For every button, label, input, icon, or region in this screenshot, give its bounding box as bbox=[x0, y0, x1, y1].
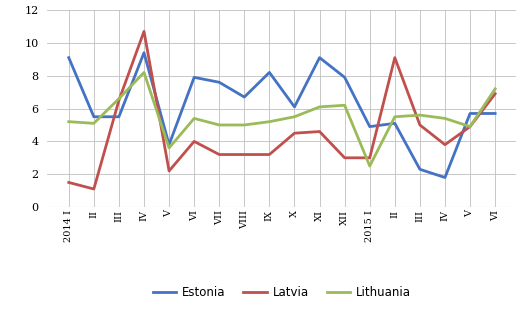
Estonia bbox=[341, 75, 348, 79]
Estonia bbox=[116, 115, 122, 119]
Latvia bbox=[341, 156, 348, 160]
Latvia bbox=[291, 131, 298, 135]
Estonia bbox=[266, 70, 272, 74]
Latvia bbox=[266, 153, 272, 157]
Estonia bbox=[166, 143, 172, 147]
Estonia bbox=[442, 175, 448, 179]
Latvia bbox=[417, 123, 423, 127]
Lithuania bbox=[191, 116, 197, 120]
Estonia bbox=[241, 95, 248, 99]
Estonia bbox=[65, 56, 72, 60]
Lithuania bbox=[266, 120, 272, 124]
Estonia bbox=[291, 105, 298, 109]
Lithuania bbox=[116, 97, 122, 101]
Latvia bbox=[166, 169, 172, 173]
Lithuania bbox=[166, 146, 172, 150]
Lithuania bbox=[417, 113, 423, 117]
Lithuania bbox=[392, 115, 398, 119]
Latvia bbox=[65, 180, 72, 184]
Line: Latvia: Latvia bbox=[69, 31, 495, 189]
Lithuania bbox=[367, 164, 373, 168]
Lithuania bbox=[467, 125, 473, 129]
Lithuania bbox=[492, 87, 499, 91]
Latvia bbox=[467, 125, 473, 129]
Lithuania bbox=[341, 103, 348, 107]
Lithuania bbox=[216, 123, 222, 127]
Latvia bbox=[316, 130, 323, 134]
Lithuania bbox=[91, 121, 97, 125]
Latvia bbox=[91, 187, 97, 191]
Estonia bbox=[141, 51, 147, 55]
Lithuania bbox=[65, 120, 72, 124]
Latvia bbox=[442, 143, 448, 147]
Lithuania bbox=[241, 123, 248, 127]
Estonia bbox=[216, 80, 222, 84]
Estonia bbox=[467, 112, 473, 116]
Lithuania bbox=[316, 105, 323, 109]
Estonia bbox=[417, 167, 423, 171]
Latvia bbox=[116, 98, 122, 102]
Legend: Estonia, Latvia, Lithuania: Estonia, Latvia, Lithuania bbox=[148, 281, 416, 304]
Lithuania bbox=[442, 116, 448, 120]
Lithuania bbox=[291, 115, 298, 119]
Estonia bbox=[91, 115, 97, 119]
Line: Lithuania: Lithuania bbox=[69, 72, 495, 166]
Latvia bbox=[367, 156, 373, 160]
Latvia bbox=[141, 29, 147, 33]
Lithuania bbox=[141, 70, 147, 74]
Latvia bbox=[216, 153, 222, 157]
Estonia bbox=[392, 121, 398, 125]
Latvia bbox=[241, 153, 248, 157]
Latvia bbox=[492, 92, 499, 96]
Latvia bbox=[392, 56, 398, 60]
Estonia bbox=[367, 125, 373, 129]
Estonia bbox=[191, 75, 197, 79]
Estonia bbox=[492, 112, 499, 116]
Line: Estonia: Estonia bbox=[69, 53, 495, 177]
Estonia bbox=[316, 56, 323, 60]
Latvia bbox=[191, 139, 197, 143]
